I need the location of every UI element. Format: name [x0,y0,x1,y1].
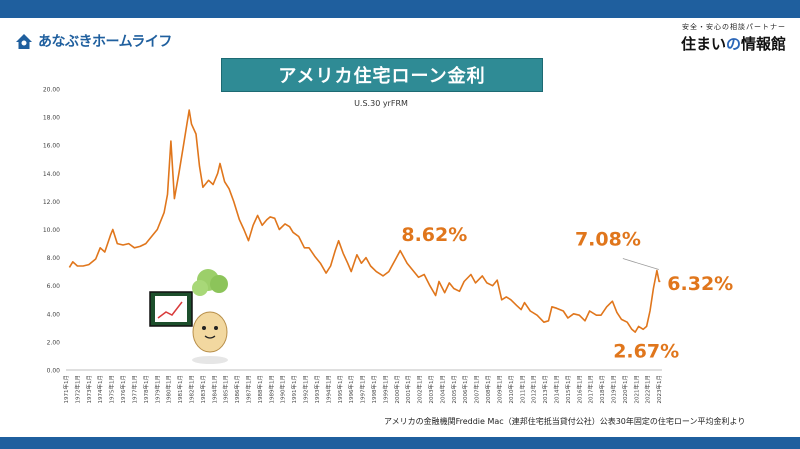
house-logo-icon [16,34,32,49]
x-tick-label: 1979年1月 [153,375,161,404]
x-tick-label: 2006年1月 [461,375,469,404]
logo-word-jouhoukan: 情報館 [740,35,786,53]
plot-area [68,109,661,333]
right-logo-tagline: 安全・安心の相談パートナー [682,23,786,31]
x-tick-label: 2014年1月 [552,375,560,404]
x-tick-label: 1987年1月 [245,375,253,404]
x-tick-label: 2001年1月 [404,375,412,404]
sumai-logo: 安全・安心の相談パートナー 住まいの情報館 [681,22,786,54]
series-line-0 [68,109,661,333]
y-tick-label: 4.00 [47,311,61,318]
x-tick-label: 1984年1月 [210,375,218,404]
x-tick-label: 1973年1月 [85,375,93,404]
x-tick-label: 1971年1月 [62,375,70,404]
chart-subtitle: U.S.30 yrFRM [354,99,408,108]
callout-label: 6.32% [667,273,733,295]
y-tick-label: 6.00 [47,283,61,290]
x-tick-label: 1988年1月 [256,375,264,404]
mascot-leaf-2 [210,275,228,293]
x-tick-label: 2017年1月 [587,375,595,404]
mascot-leaf-3 [192,280,208,296]
x-tick-label: 1999年1月 [381,375,389,404]
right-logo-text: 住まいの情報館 [681,33,786,54]
x-tick-label: 2015年1月 [564,375,572,404]
top-band [0,0,800,18]
x-tick-label: 1980年1月 [165,375,173,404]
x-tick-label: 2008年1月 [484,375,492,404]
y-tick-label: 18.00 [43,115,60,122]
y-tick-label: 14.00 [43,171,60,178]
x-tick-label: 2000年1月 [393,375,401,404]
y-tick-label: 20.00 [43,87,60,94]
x-tick-label: 1976年1月 [119,375,127,404]
callout-label: 7.08% [575,229,641,251]
x-tick-label: 2003年1月 [427,375,435,404]
x-tick-label: 1978年1月 [142,375,150,404]
x-tick-label: 1991年1月 [290,375,298,404]
x-tick-label: 1975年1月 [108,375,116,404]
source-note: アメリカの金融機関Freddie Mac（連邦住宅抵当貸付公社）公表30年固定の… [384,417,746,426]
x-tick-label: 2004年1月 [438,375,446,404]
x-axis: 1971年1月 1972年1月 1973年1月 1974年1月 1975年1月 1976年… [62,375,663,404]
x-tick-label: 2005年1月 [450,375,458,404]
x-tick-label: 1974年1月 [96,375,104,404]
x-tick-label: 1997年1月 [359,375,367,404]
y-tick-label: 10.00 [43,227,60,234]
y-tick-label: 2.00 [47,339,61,346]
x-tick-label: 1983年1月 [199,375,207,404]
x-tick-label: 1986年1月 [233,375,241,404]
anabuki-logo: あなぶきホームライフ [14,30,172,52]
mascot-eye-right [214,326,218,330]
x-tick-label: 1981年1月 [176,375,184,404]
mascot-body [192,311,228,353]
x-tick-label: 1989年1月 [267,375,275,404]
board-screen [155,296,187,322]
x-tick-label: 2019年1月 [610,375,618,404]
mascot-shadow [192,356,228,364]
x-tick-label: 1994年1月 [324,375,332,404]
callout-label: 2.67% [613,340,679,362]
x-tick-label: 1977年1月 [130,375,138,404]
board-graph-icon [157,301,183,319]
x-tick-label: 2002年1月 [416,375,424,404]
mascot-smile [204,335,216,339]
callout-leader-line [622,258,659,270]
x-tick-label: 2021年1月 [632,375,640,404]
x-tick-label: 1998年1月 [370,375,378,404]
x-tick-label: 2013年1月 [541,375,549,404]
annotations: 8.62% 7.08% 6.32% 2.67% [401,224,733,363]
y-tick-label: 16.00 [43,143,60,150]
x-tick-label: 2010年1月 [507,375,515,404]
y-tick-label: 0.00 [47,368,61,375]
bottom-band [0,437,800,449]
x-tick-label: 2023年1月 [655,375,663,404]
x-tick-label: 2020年1月 [621,375,629,404]
y-axis: 0.00 2.00 4.00 6.00 8.00 10.00 12.00 14.00 16.00… [43,87,662,375]
callout-label: 8.62% [401,224,467,246]
x-tick-label: 1972年1月 [73,375,81,404]
x-tick-label: 2011年1月 [518,375,526,404]
x-tick-label: 2009年1月 [495,375,503,404]
x-tick-label: 1993年1月 [313,375,321,404]
x-tick-label: 1990年1月 [279,375,287,404]
chart-title: アメリカ住宅ローン金利 [221,58,543,92]
mascot-illustration [149,269,228,364]
x-tick-label: 2018年1月 [598,375,606,404]
x-tick-label: 1996年1月 [347,375,355,404]
x-tick-label: 1992年1月 [302,375,310,404]
y-tick-label: 12.00 [43,199,60,206]
x-tick-label: 1982年1月 [187,375,195,404]
x-tick-label: 1985年1月 [222,375,230,404]
mascot-eye-left [202,326,206,330]
logo-word-no: の [725,35,741,53]
x-tick-label: 2007年1月 [473,375,481,404]
x-tick-label: 1995年1月 [336,375,344,404]
x-tick-label: 2016年1月 [575,375,583,404]
x-tick-label: 2012年1月 [530,375,538,404]
x-tick-label: 2022年1月 [644,375,652,404]
y-tick-label: 8.00 [47,255,61,262]
left-logo-text: あなぶきホームライフ [38,34,172,50]
logo-word-sumai: 住まい [680,35,726,53]
